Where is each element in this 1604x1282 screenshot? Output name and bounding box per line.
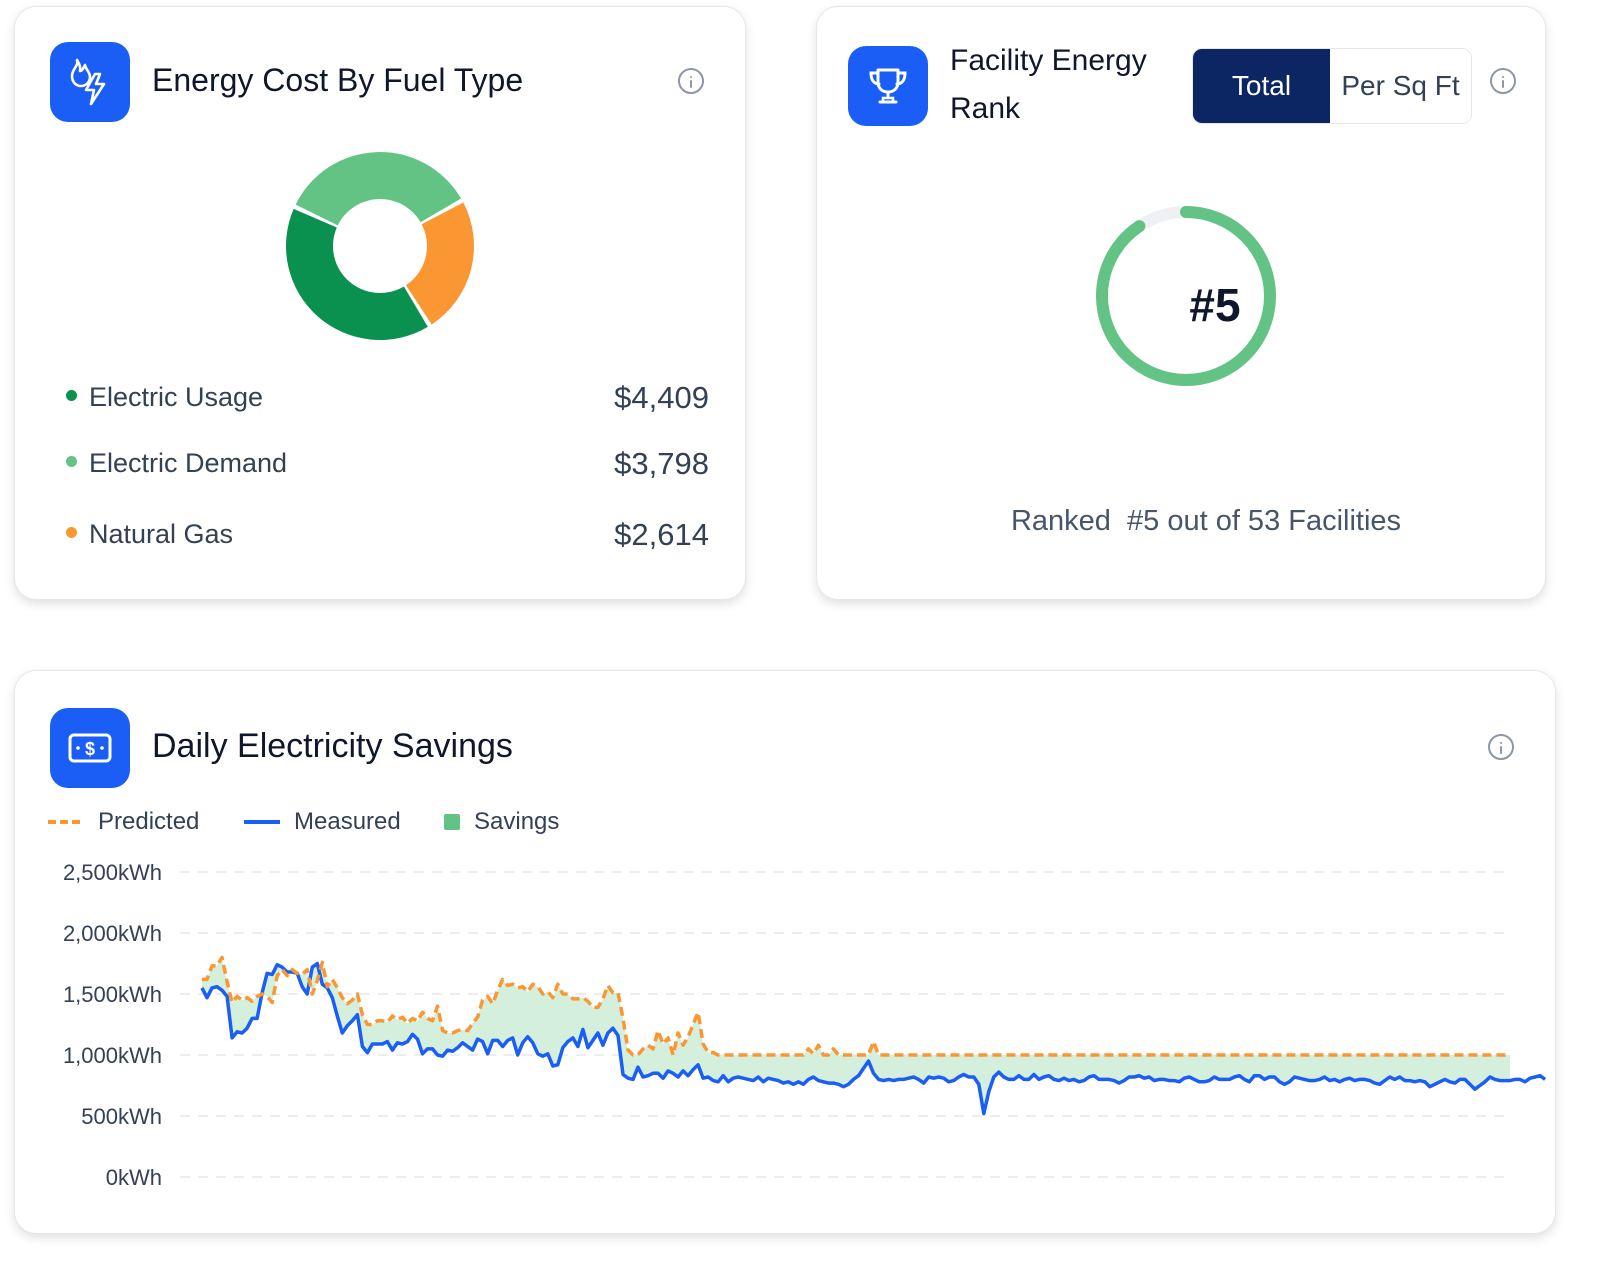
legend-savings-label: Savings [474,808,560,835]
natural-gas-slice[interactable] [405,202,474,325]
natural-gas-dot [66,527,77,538]
trophy-icon [869,68,907,104]
money-tile: $ [50,708,130,788]
rank-ring [1096,206,1276,386]
fuel-card-title: Energy Cost By Fuel Type [152,62,524,98]
electric-demand-dot [66,456,77,467]
savings-card-title: Daily Electricity Savings [152,727,513,765]
trophy-tile [848,46,928,126]
total-toggle-button[interactable]: Total [1193,49,1331,123]
money-bill-icon: $ [68,733,112,763]
predicted-line [202,955,1510,1057]
measured-swatch [244,820,280,824]
natural-gas-value: $2,614 [614,517,709,552]
rank-card-title-line1: Facility Energy [950,44,1147,77]
fuel-donut-chart [286,151,474,340]
electric-demand-slice[interactable] [295,151,462,226]
y-tick-label: 0kWh [106,1165,162,1190]
electric-usage-value: $4,409 [614,380,709,415]
legend-measured-label: Measured [294,808,401,835]
rank-mode-toggle: Total Per Sq Ft [1192,48,1472,124]
y-tick-label: 1,000kWh [63,1043,162,1068]
y-tick-label: 2,500kWh [63,860,162,885]
savings-swatch [444,814,460,830]
flame-lightning-icon [70,58,106,106]
electric-usage-slice[interactable] [286,208,428,340]
electric-demand-label: Electric Demand [89,448,288,478]
y-tick-label: 500kWh [81,1104,162,1129]
svg-text:$: $ [85,739,95,759]
daily-savings-card [14,670,1556,1234]
fuel-legend-row-1: Electric Demand $3,798 [66,442,709,482]
legend-predicted[interactable]: Predicted [48,807,199,837]
rank-info-icon[interactable] [1490,68,1516,94]
electric-usage-label: Electric Usage [89,382,264,412]
predicted-swatch [48,820,84,824]
fuel-type-tile [50,42,130,122]
measured-line [200,961,1547,1116]
legend-savings[interactable]: Savings [444,807,559,837]
savings-area [202,957,1510,1114]
savings-info-icon[interactable] [1488,734,1514,760]
y-tick-label: 1,500kWh [63,982,162,1007]
fuel-info-icon[interactable] [678,68,704,94]
electric-usage-dot [66,390,77,401]
fuel-legend-row-2: Natural Gas $2,614 [66,513,709,553]
rank-caption: Ranked #5 out of 53 Facilities [1010,505,1402,537]
natural-gas-label: Natural Gas [89,519,234,549]
y-tick-label: 2,000kWh [63,921,162,946]
rank-number: #5 [1189,279,1241,331]
per-sq-ft-toggle-button[interactable]: Per Sq Ft [1330,49,1471,123]
legend-measured[interactable]: Measured [244,807,401,837]
rank-ring-progress [1096,206,1276,386]
rank-card-title-line2: Rank [950,92,1021,125]
savings-line-chart: 2,500kWh 2,000kWh 1,500kWh 1,000kWh 500kWh 0k… [63,860,1547,1190]
legend-predicted-label: Predicted [98,808,200,835]
fuel-legend-row-0: Electric Usage $4,409 [66,376,709,416]
electric-demand-value: $3,798 [614,446,709,481]
